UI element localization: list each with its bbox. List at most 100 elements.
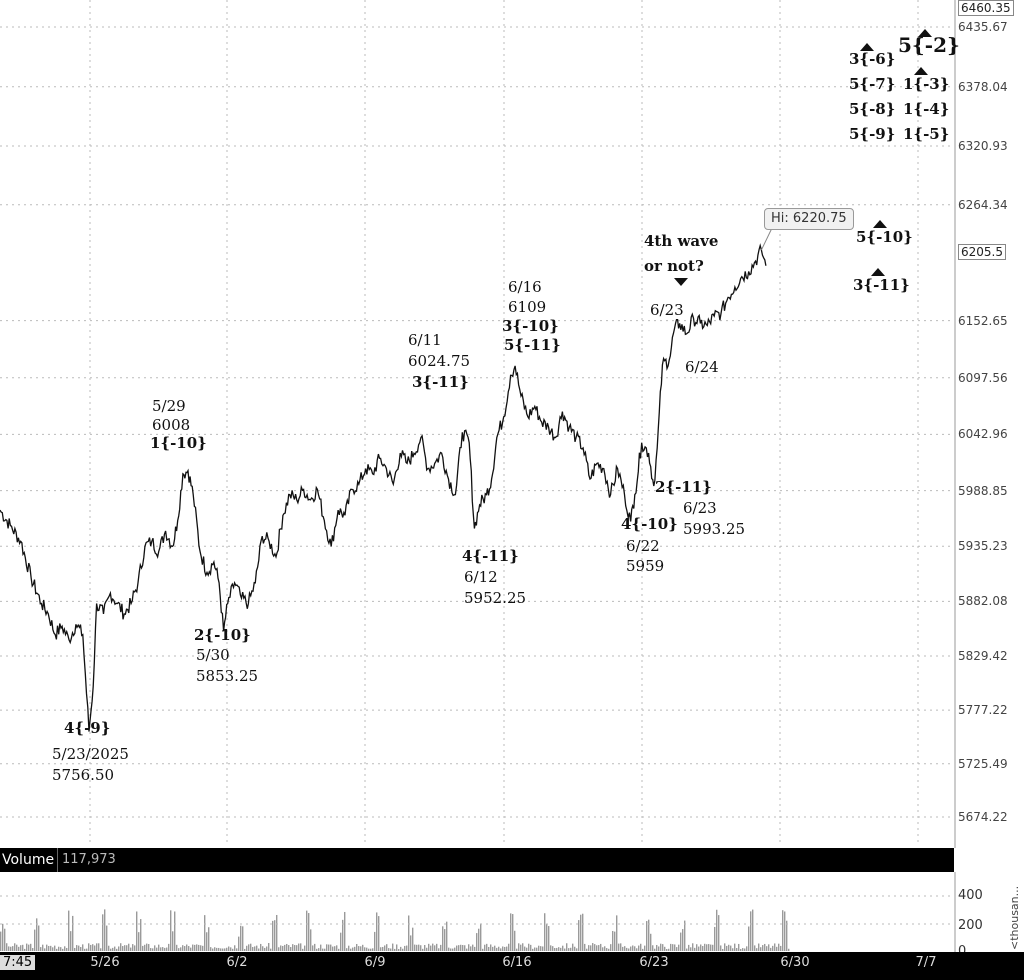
volume-bar — [472, 944, 474, 951]
volume-bar — [6, 943, 8, 951]
x-tick-6-2: 6/2 — [226, 955, 248, 970]
volume-bar — [36, 918, 38, 951]
time-axis[interactable] — [0, 952, 1024, 980]
volume-bar — [766, 946, 768, 951]
volume-bar — [586, 948, 588, 951]
volume-bar — [738, 943, 740, 951]
volume-bar — [772, 945, 774, 951]
volume-bar — [46, 944, 48, 951]
volume-bar — [40, 947, 42, 951]
volume-bar — [676, 947, 678, 951]
last-price-box: 6205.5 — [958, 244, 1006, 260]
volume-bar — [96, 943, 98, 951]
volume-header: Volume 117,973 — [0, 848, 954, 872]
volume-bar — [764, 943, 766, 951]
volume-bar — [734, 943, 736, 951]
volume-bar — [100, 948, 102, 951]
volume-bar — [692, 943, 694, 951]
volume-bar — [238, 936, 240, 951]
volume-bar — [638, 945, 640, 951]
volume-bar — [160, 947, 162, 951]
volume-bar — [254, 946, 256, 951]
volume-bar — [742, 948, 744, 951]
x-tick-6-30: 6/30 — [780, 955, 810, 970]
x-tick-7-7: 7/7 — [915, 955, 937, 970]
target-arrow-5-10-icon — [873, 220, 887, 228]
volume-bar — [552, 946, 554, 951]
volume-bar — [768, 944, 770, 951]
volume-bar — [648, 919, 650, 951]
volume-bar — [480, 923, 482, 951]
volume-bar — [460, 944, 462, 951]
volume-bar — [596, 945, 598, 951]
volume-bar — [194, 944, 196, 951]
volume-bar — [24, 948, 26, 951]
volume-bar — [150, 948, 152, 951]
volume-bar — [690, 947, 692, 951]
volume-bar — [708, 944, 710, 951]
date-label-6-22: 6/22 — [626, 537, 660, 555]
volume-bar — [68, 910, 70, 951]
volume-bar — [714, 926, 716, 951]
y-tick-label: 5829.42 — [958, 648, 1008, 663]
volume-bar — [168, 943, 170, 951]
volume-bar — [162, 947, 164, 951]
date-label-6-24: 6/24 — [685, 358, 719, 376]
volume-bar — [234, 945, 236, 951]
volume-bar — [422, 948, 424, 951]
y-tick-label: 5725.49 — [958, 756, 1008, 771]
volume-bar — [750, 911, 752, 951]
volume-bar — [352, 947, 354, 951]
volume-bar — [390, 948, 392, 951]
volume-bar — [128, 943, 130, 951]
high-price-callout: Hi: 6220.75 — [764, 208, 854, 230]
volume-bar — [514, 930, 516, 951]
volume-bar — [562, 945, 564, 951]
volume-bar — [462, 944, 464, 951]
volume-bar — [664, 946, 666, 951]
volume-bar — [782, 910, 784, 951]
volume-bar — [188, 946, 190, 951]
volume-bar — [110, 948, 112, 951]
volume-bar — [508, 943, 510, 951]
volume-bar — [434, 945, 436, 951]
volume-bar — [292, 944, 294, 951]
volume-bar — [546, 924, 548, 951]
volume-bar — [348, 945, 350, 951]
volume-bar — [44, 948, 46, 951]
target-label-1-3: 1{-3} — [903, 75, 950, 93]
volume-bar — [784, 911, 786, 951]
volume-bar — [632, 945, 634, 951]
volume-bar — [48, 945, 50, 951]
volume-bar — [444, 929, 446, 951]
volume-bar — [526, 947, 528, 951]
volume-bar — [186, 944, 188, 951]
volume-bar — [208, 927, 210, 951]
volume-bar — [70, 931, 72, 951]
volume-bar — [298, 943, 300, 951]
volume-bar — [748, 926, 750, 951]
volume-bar — [446, 921, 448, 951]
x-tick-6-9: 6/9 — [364, 955, 386, 970]
volume-bar — [424, 945, 426, 951]
price-chart[interactable] — [0, 0, 1024, 848]
price-label-6-23: 5993.25 — [683, 520, 746, 538]
volume-bar — [134, 945, 136, 951]
volume-bar — [780, 945, 782, 951]
wave-label-2-11: 2{-11} — [655, 478, 712, 496]
volume-bar — [66, 947, 68, 951]
price-label-6-12: 5952.25 — [464, 589, 527, 607]
volume-bar — [378, 916, 380, 951]
volume-bar — [232, 948, 234, 951]
volume-bar — [602, 947, 604, 951]
target-label-5-9: 5{-9} — [849, 125, 896, 143]
volume-bar — [304, 945, 306, 951]
volume-bar — [498, 946, 500, 951]
volume-bar — [0, 931, 2, 951]
x-tick-6-23: 6/23 — [639, 955, 669, 970]
volume-bar — [306, 910, 308, 951]
volume-bar — [448, 947, 450, 951]
volume-bar — [4, 928, 6, 951]
volume-bar — [386, 944, 388, 951]
volume-bar — [488, 946, 490, 951]
